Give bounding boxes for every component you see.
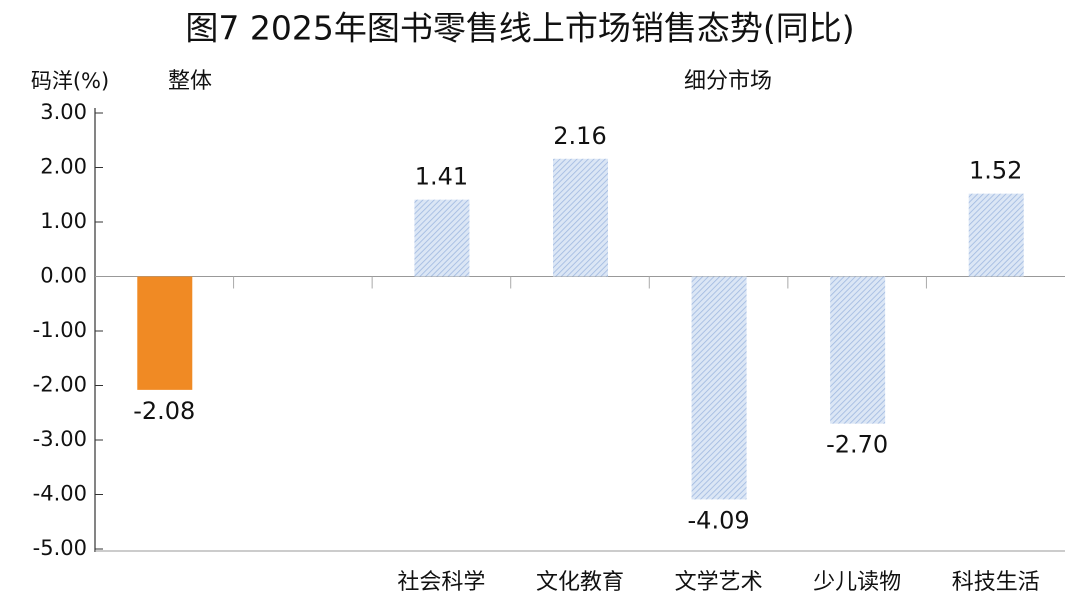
group-label: 整体 bbox=[168, 69, 212, 94]
data-label: 1.41 bbox=[415, 163, 468, 191]
y-axis-label: 码洋(%) bbox=[31, 69, 109, 93]
y-tick-label: -1.00 bbox=[33, 318, 87, 342]
y-tick-label: -5.00 bbox=[33, 536, 87, 560]
x-tick-label: 社会科学 bbox=[397, 570, 485, 595]
bar bbox=[691, 276, 747, 500]
data-label: -2.08 bbox=[133, 397, 195, 425]
y-tick-label: -4.00 bbox=[33, 482, 87, 506]
bar bbox=[968, 193, 1024, 277]
group-label: 细分市场 bbox=[684, 69, 772, 94]
data-label: 2.16 bbox=[553, 122, 606, 150]
x-tick-label: 少儿读物 bbox=[813, 570, 901, 595]
data-label: -2.70 bbox=[826, 431, 888, 459]
y-tick-label: 2.00 bbox=[40, 155, 87, 179]
x-tick-label: 科技生活 bbox=[952, 570, 1040, 595]
bar bbox=[137, 276, 193, 390]
bar bbox=[553, 158, 608, 277]
bar bbox=[414, 199, 470, 277]
chart-title: 图7 2025年图书零售线上市场销售态势(同比) bbox=[185, 9, 854, 48]
data-label: -4.09 bbox=[688, 506, 750, 534]
x-tick-label: 文化教育 bbox=[536, 570, 624, 595]
y-tick-label: 1.00 bbox=[40, 209, 87, 233]
y-tick-label: -3.00 bbox=[33, 427, 87, 451]
y-tick-label: -2.00 bbox=[33, 373, 87, 397]
data-label: 1.52 bbox=[969, 157, 1022, 185]
y-tick-label: 0.00 bbox=[40, 264, 87, 288]
bar bbox=[830, 276, 886, 424]
x-tick-label: 文学艺术 bbox=[675, 570, 763, 595]
y-tick-label: 3.00 bbox=[40, 100, 87, 124]
